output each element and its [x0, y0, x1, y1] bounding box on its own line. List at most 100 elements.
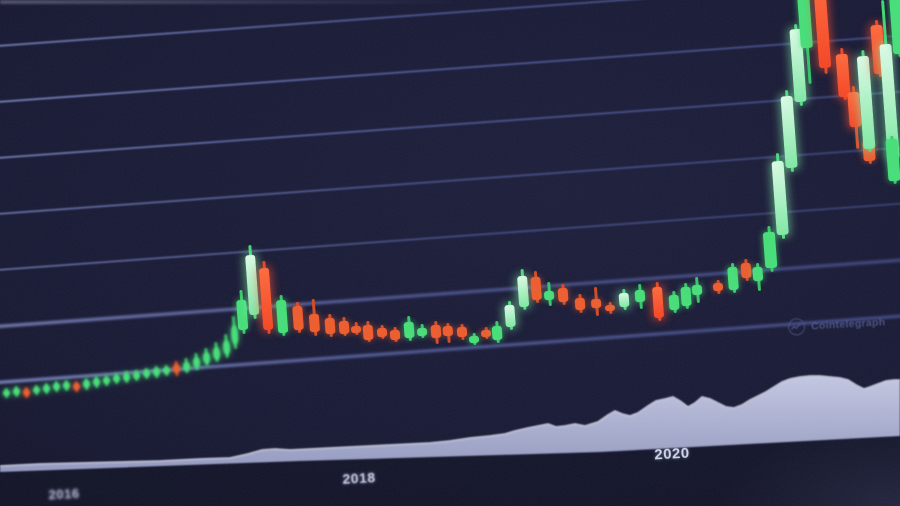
- candle: [430, 320, 442, 345]
- candle: [680, 282, 692, 310]
- candle: [212, 341, 221, 363]
- candle-body: [172, 363, 180, 374]
- candle-body: [740, 262, 752, 279]
- candle-body: [712, 282, 724, 292]
- candle-body: [691, 284, 703, 296]
- candle-body: [762, 231, 778, 269]
- candle: [456, 323, 468, 341]
- candle-body: [727, 266, 739, 291]
- candle: [362, 320, 374, 343]
- candle: [389, 326, 401, 343]
- candle: [604, 301, 616, 315]
- x-axis-label: 2018: [342, 469, 376, 487]
- candle-body: [634, 289, 646, 303]
- candle-body: [2, 389, 10, 397]
- candle-body: [680, 286, 692, 307]
- screen-top-edge: [0, 0, 470, 4]
- candle-body: [22, 388, 30, 397]
- candle-body: [338, 320, 350, 335]
- candle: [590, 286, 602, 317]
- candle: [192, 352, 200, 371]
- candle-body: [456, 326, 468, 338]
- candle: [543, 281, 555, 307]
- candle-body: [376, 327, 388, 338]
- candle-body: [42, 384, 50, 393]
- candle: [162, 364, 170, 377]
- candle-body: [82, 379, 90, 389]
- candle: [112, 372, 120, 385]
- candle-body: [324, 317, 336, 335]
- candle-body: [480, 329, 492, 338]
- x-axis-label: 2016: [48, 485, 80, 503]
- candle: [142, 367, 150, 380]
- candle: [350, 321, 362, 336]
- candle: [480, 326, 492, 340]
- candle: [634, 283, 646, 310]
- candle-body: [389, 329, 401, 341]
- candle-body: [604, 304, 616, 312]
- candle-body: [122, 372, 130, 382]
- candle: [324, 313, 336, 338]
- candle: [712, 279, 724, 295]
- candle: [82, 377, 90, 391]
- candle-body: [543, 290, 555, 301]
- candle: [172, 360, 180, 377]
- candle: [557, 283, 569, 306]
- candle-body: [362, 324, 374, 341]
- candle-body: [292, 305, 304, 331]
- candle-body: [62, 381, 70, 390]
- candle: [182, 357, 190, 374]
- candle-body: [491, 325, 503, 341]
- candle: [442, 322, 454, 344]
- candle: [42, 382, 50, 395]
- candle: [122, 370, 130, 384]
- candle: [491, 320, 503, 344]
- candle-body: [132, 371, 140, 380]
- candle-body: [574, 297, 586, 311]
- candle-body: [403, 321, 415, 339]
- candle-body: [752, 266, 764, 282]
- candle-body: [212, 346, 221, 361]
- candle-body: [668, 294, 680, 311]
- candle: [12, 385, 20, 398]
- candle: [468, 332, 480, 346]
- candle: [202, 347, 211, 367]
- candle: [62, 379, 70, 392]
- candle-body: [222, 339, 231, 356]
- candle-body: [12, 387, 20, 396]
- candle: [52, 380, 60, 393]
- candle: [2, 387, 10, 399]
- candle: [885, 135, 900, 185]
- candle: [72, 380, 80, 393]
- candle-body: [152, 367, 160, 377]
- candle-body: [192, 356, 200, 369]
- candle-body: [651, 286, 665, 319]
- candle: [727, 262, 739, 294]
- candle-body: [430, 324, 442, 339]
- candle-body: [416, 327, 428, 337]
- candle: [668, 290, 680, 314]
- candle: [376, 324, 388, 340]
- candle: [691, 276, 703, 304]
- candle-body: [102, 376, 110, 385]
- candle: [152, 365, 160, 379]
- candle-body: [350, 325, 362, 334]
- candle-body: [52, 382, 60, 391]
- candle: [222, 333, 231, 359]
- candle: [92, 375, 100, 389]
- candle-body: [229, 324, 239, 346]
- candle: [403, 315, 415, 342]
- candle: [618, 288, 630, 311]
- candle-body: [618, 292, 630, 308]
- candle-body: [72, 382, 80, 391]
- candle-body: [885, 138, 900, 182]
- candle-body: [32, 386, 40, 394]
- candle-body: [308, 313, 321, 333]
- candle: [740, 258, 752, 282]
- candle: [752, 262, 764, 292]
- cointelegraph-logo-icon: [787, 317, 806, 336]
- candle: [504, 300, 516, 331]
- candle-body: [557, 287, 569, 303]
- candle: [132, 369, 140, 382]
